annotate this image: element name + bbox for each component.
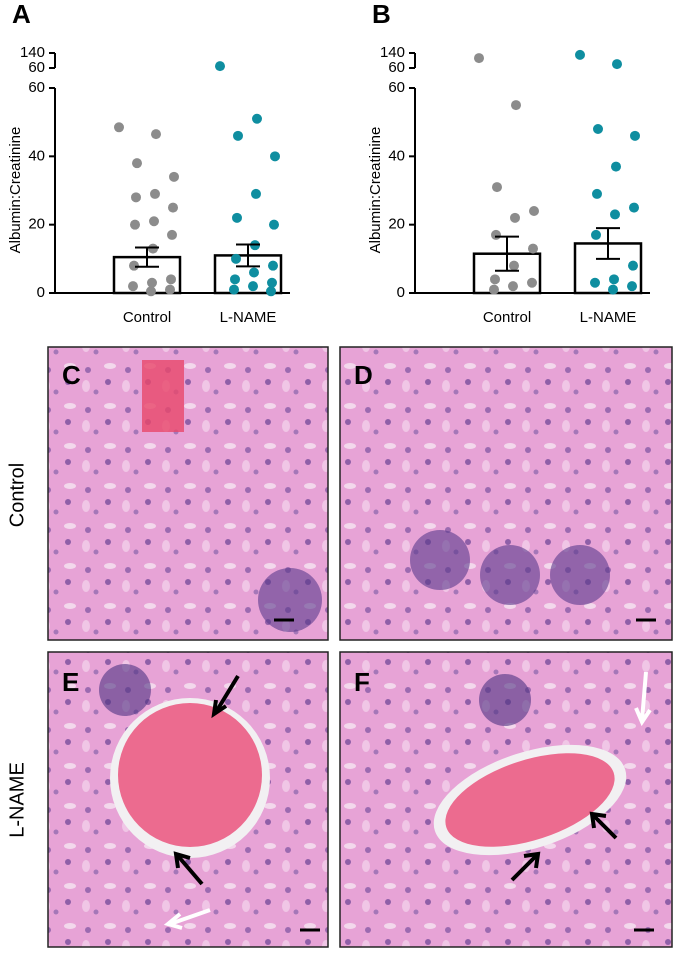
glomerulus (99, 664, 151, 716)
data-point (249, 267, 259, 278)
data-point (231, 253, 241, 264)
data-point (489, 284, 499, 295)
data-point (628, 260, 638, 271)
y-tick-label: 60 (388, 59, 405, 76)
panel-letter: A (12, 0, 31, 29)
data-point (232, 212, 242, 223)
data-point (147, 277, 157, 288)
panel-letter: D (354, 360, 373, 390)
data-point (267, 277, 277, 288)
data-point (167, 229, 177, 240)
data-point (627, 281, 637, 292)
data-point (114, 122, 124, 133)
y-tick-label: 0 (397, 284, 405, 301)
data-point (608, 284, 618, 295)
data-point (592, 188, 602, 199)
blood (118, 703, 262, 847)
data-point (233, 130, 243, 141)
y-tick-label: 140 (20, 44, 45, 61)
data-point (527, 277, 537, 288)
data-point (150, 188, 160, 199)
data-point (591, 229, 601, 240)
data-point (251, 188, 261, 199)
data-point (491, 229, 501, 240)
data-point (269, 219, 279, 230)
data-point (490, 274, 500, 285)
data-point (630, 130, 640, 141)
glomerulus (479, 674, 531, 726)
panel-letter: C (62, 360, 81, 390)
data-point (611, 161, 621, 172)
data-point (165, 284, 175, 295)
blood (445, 753, 615, 847)
y-axis-label: Albumin:Creatinine (7, 127, 24, 254)
data-point (511, 100, 521, 111)
data-point (509, 260, 519, 271)
glomerulus (480, 545, 540, 605)
row-label: Control (6, 463, 28, 527)
x-tick-label: Control (483, 309, 531, 326)
data-point (130, 219, 140, 230)
y-tick-label: 60 (28, 59, 45, 76)
data-point (215, 61, 225, 72)
data-point (629, 202, 639, 213)
glomerulus (410, 530, 470, 590)
panel-letter: E (62, 667, 79, 697)
data-point (492, 182, 502, 193)
data-point (508, 281, 518, 292)
data-point (132, 158, 142, 169)
glomerulus (550, 545, 610, 605)
data-point (168, 202, 178, 213)
data-point (510, 212, 520, 223)
data-point (166, 274, 176, 285)
data-point (268, 260, 278, 271)
y-tick-label: 20 (388, 216, 405, 233)
x-tick-label: Control (123, 309, 171, 326)
y-tick-label: 20 (28, 216, 45, 233)
data-point (610, 209, 620, 220)
data-point (590, 277, 600, 288)
data-point (270, 151, 280, 162)
panel-letter: F (354, 667, 370, 697)
histology: C D E F Control L-NAME (6, 346, 673, 948)
glomerulus (258, 568, 322, 632)
row-label: L-NAME (6, 762, 28, 838)
scale-bars (274, 618, 656, 932)
data-point (609, 274, 619, 285)
y-tick-label: 60 (388, 79, 405, 96)
data-point (129, 260, 139, 271)
y-tick-label: 40 (28, 147, 45, 164)
data-point (151, 129, 161, 140)
data-point (575, 49, 585, 60)
y-tick-label: 140 (380, 44, 405, 61)
vessel (142, 360, 184, 432)
x-tick-label: L-NAME (580, 309, 637, 326)
data-point (248, 281, 258, 292)
data-point (148, 243, 158, 254)
data-point (593, 124, 603, 134)
y-axis-label: Albumin:Creatinine (367, 127, 384, 254)
x-tick-label: L-NAME (220, 309, 277, 326)
data-point (146, 286, 156, 297)
data-point (149, 216, 159, 227)
arrows (173, 674, 618, 886)
white-arrows (163, 671, 652, 930)
data-point (230, 274, 240, 285)
data-point (169, 171, 179, 182)
data-point (266, 286, 276, 297)
data-point (131, 192, 141, 203)
data-point (528, 243, 538, 254)
y-tick-label: 40 (388, 147, 405, 164)
data-point (529, 206, 539, 216)
data-point (229, 284, 239, 295)
data-point (252, 113, 262, 124)
data-point (474, 53, 484, 64)
panel-letter: B (372, 0, 391, 29)
y-tick-label: 0 (37, 284, 45, 301)
y-tick-label: 60 (28, 79, 45, 96)
data-point (128, 281, 138, 292)
data-point (612, 59, 622, 70)
